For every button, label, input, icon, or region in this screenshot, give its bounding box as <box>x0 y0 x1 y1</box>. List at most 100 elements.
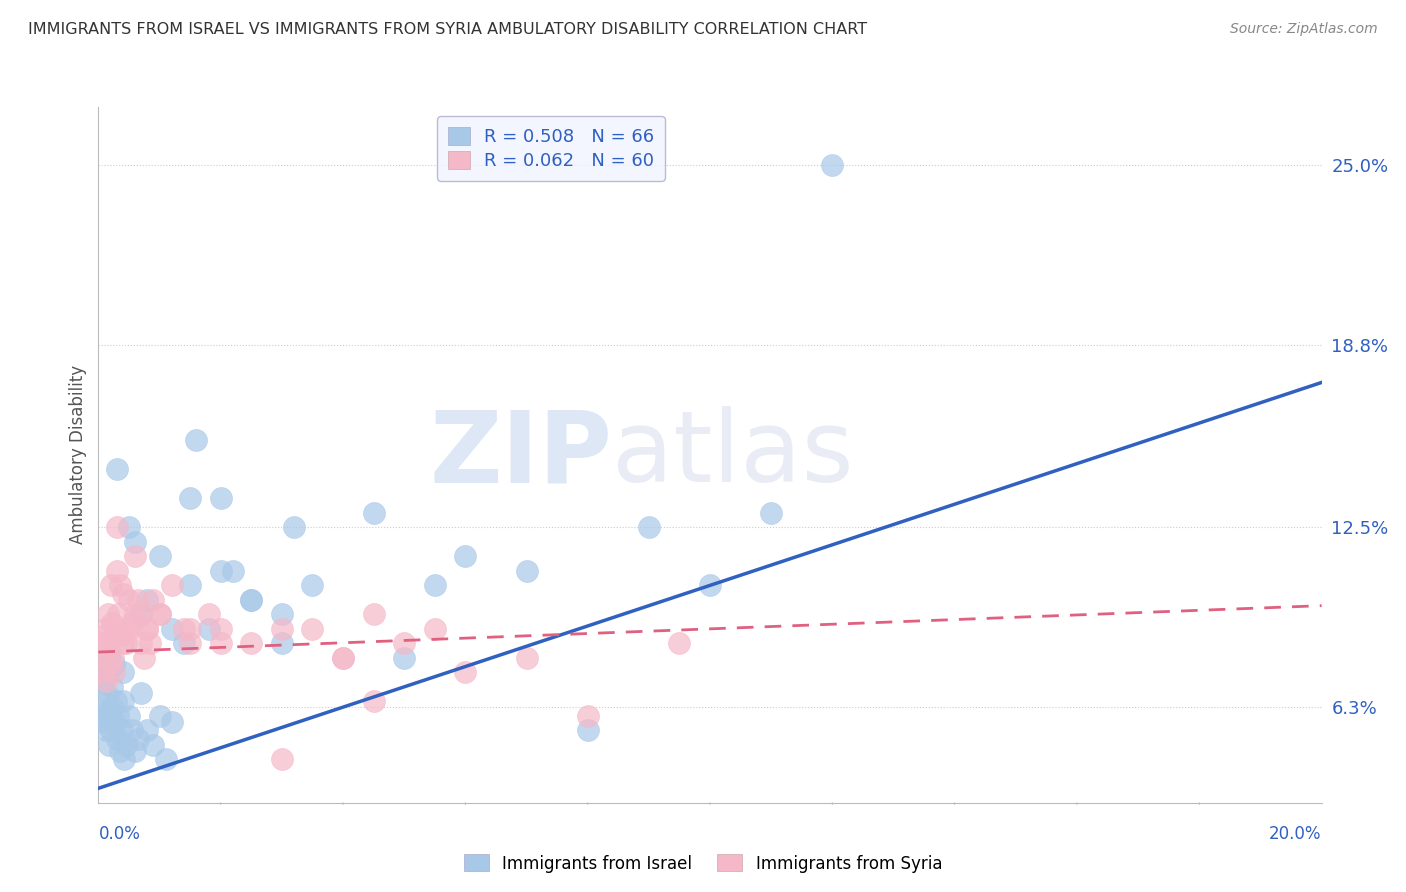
Point <box>136 592 159 607</box>
Point <box>96 686 118 700</box>
Point <box>392 651 416 665</box>
Point <box>104 622 127 636</box>
Point <box>97 607 120 622</box>
Point <box>139 636 162 650</box>
Point <box>129 607 152 622</box>
Point <box>173 622 195 636</box>
Point <box>107 708 129 723</box>
Point <box>155 752 177 766</box>
Point <box>111 636 134 650</box>
Text: IMMIGRANTS FROM ISRAEL VS IMMIGRANTS FROM SYRIA AMBULATORY DISABILITY CORRELATIO: IMMIGRANTS FROM ISRAEL VS IMMIGRANTS FRO… <box>28 22 868 37</box>
Point <box>100 723 122 738</box>
Point <box>101 651 124 665</box>
Point <box>332 651 354 665</box>
Point <box>105 731 128 746</box>
Point <box>124 549 146 564</box>
Point <box>115 636 138 650</box>
Point <box>301 622 323 636</box>
Point <box>179 636 201 650</box>
Point <box>112 752 135 766</box>
Point <box>111 628 134 642</box>
Point <box>129 686 152 700</box>
Point <box>101 615 124 630</box>
Point <box>240 636 263 650</box>
Point <box>101 700 124 714</box>
Point <box>93 708 115 723</box>
Point <box>270 622 294 636</box>
Point <box>129 636 152 650</box>
Point <box>91 665 114 680</box>
Point <box>94 622 117 636</box>
Point <box>127 592 149 607</box>
Point <box>105 462 128 476</box>
Point <box>121 723 143 738</box>
Point <box>124 607 146 622</box>
Point <box>142 592 165 607</box>
Point <box>90 694 112 708</box>
Point <box>134 651 156 665</box>
Point <box>209 622 232 636</box>
Text: atlas: atlas <box>612 407 853 503</box>
Point <box>142 738 165 752</box>
Point <box>91 714 114 729</box>
Text: ZIP: ZIP <box>429 407 612 503</box>
Point <box>283 520 305 534</box>
Point <box>332 651 354 665</box>
Point <box>97 657 120 671</box>
Point <box>761 506 783 520</box>
Point <box>121 615 143 630</box>
Point <box>209 564 232 578</box>
Point <box>363 694 385 708</box>
Point <box>91 674 114 689</box>
Point <box>270 636 294 650</box>
Point <box>222 564 245 578</box>
Point <box>363 607 385 622</box>
Point <box>209 636 232 650</box>
Point <box>90 651 112 665</box>
Point <box>668 636 690 650</box>
Point <box>103 714 125 729</box>
Point <box>118 622 141 636</box>
Point <box>173 636 195 650</box>
Point <box>111 694 134 708</box>
Point <box>136 723 159 738</box>
Point <box>363 506 385 520</box>
Point <box>423 578 446 592</box>
Point <box>115 738 138 752</box>
Point <box>101 680 124 694</box>
Point <box>91 636 114 650</box>
Point <box>821 158 844 172</box>
Point <box>149 607 172 622</box>
Point <box>179 491 201 506</box>
Point <box>179 578 201 592</box>
Y-axis label: Ambulatory Disability: Ambulatory Disability <box>69 366 87 544</box>
Point <box>160 714 183 729</box>
Point <box>97 651 120 665</box>
Point <box>111 723 134 738</box>
Point <box>98 738 121 752</box>
Point <box>516 564 538 578</box>
Point <box>129 607 152 622</box>
Point <box>576 723 599 738</box>
Point <box>423 622 446 636</box>
Point <box>103 657 125 671</box>
Point <box>108 578 131 592</box>
Point <box>98 645 121 659</box>
Point <box>105 520 128 534</box>
Point <box>111 587 134 601</box>
Point <box>454 665 477 680</box>
Point <box>107 607 129 622</box>
Point <box>94 723 117 738</box>
Point <box>160 622 183 636</box>
Point <box>96 674 118 689</box>
Point <box>149 549 172 564</box>
Point <box>136 622 159 636</box>
Text: 20.0%: 20.0% <box>1270 825 1322 843</box>
Point <box>240 592 263 607</box>
Point <box>197 622 219 636</box>
Point <box>638 520 661 534</box>
Point <box>103 665 125 680</box>
Point <box>93 628 115 642</box>
Point <box>118 592 141 607</box>
Point <box>454 549 477 564</box>
